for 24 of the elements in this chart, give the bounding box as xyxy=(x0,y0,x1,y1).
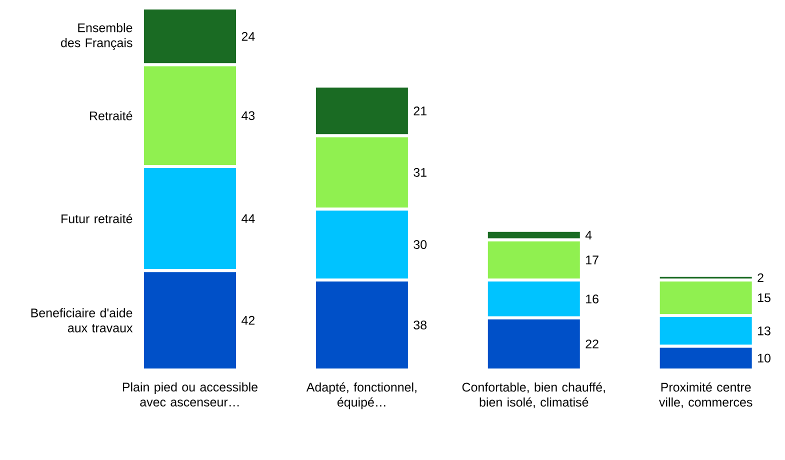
data-label: 4 xyxy=(585,230,592,240)
data-label: 42 xyxy=(242,316,255,325)
x-tick-label: Plain pied ou accessible avec ascenseur… xyxy=(122,382,258,407)
series-label: Beneficiaire d'aide aux travaux xyxy=(31,308,133,332)
data-label: 13 xyxy=(758,326,770,336)
series-label: Ensemble des Français xyxy=(61,23,132,50)
x-tick-label: Proximité centre ville, commerces xyxy=(659,382,752,408)
data-label: 22 xyxy=(586,340,598,348)
series-label: Retraité xyxy=(90,110,132,120)
x-tick-label: Adapté, fonctionnel, équipé… xyxy=(306,382,416,410)
data-label: 24 xyxy=(242,32,255,41)
data-label: 21 xyxy=(414,106,426,116)
data-label: 17 xyxy=(586,256,598,264)
data-label: 43 xyxy=(242,111,255,120)
data-label: 30 xyxy=(414,240,427,250)
data-label: 10 xyxy=(758,354,770,363)
data-label: 15 xyxy=(758,293,770,302)
data-label: 16 xyxy=(586,294,598,304)
data-label: 2 xyxy=(758,273,764,282)
x-tick-label: Confortable, bien chauffé, bien isolé, climatisé xyxy=(462,382,605,408)
data-label: 44 xyxy=(242,214,255,223)
data-label: 31 xyxy=(414,168,426,177)
series-label: Futur retraité xyxy=(62,214,132,224)
data-label: 38 xyxy=(414,320,427,330)
